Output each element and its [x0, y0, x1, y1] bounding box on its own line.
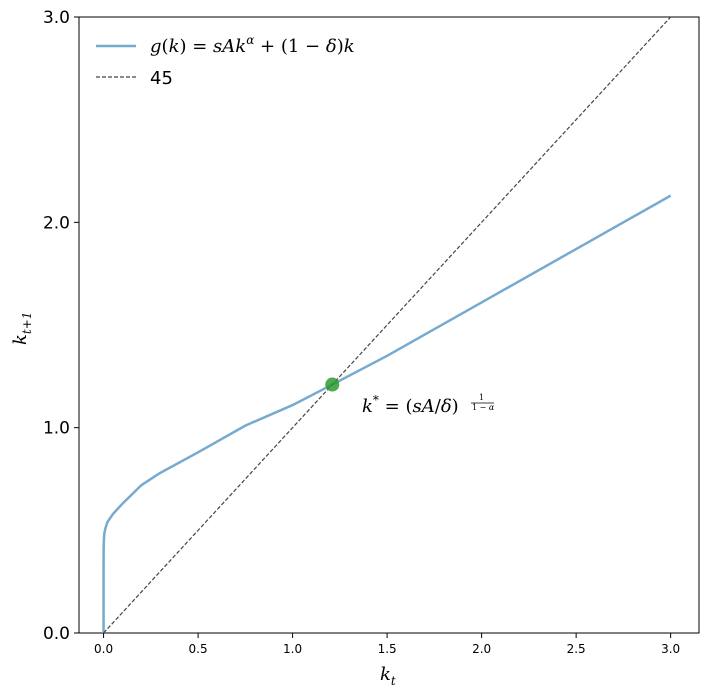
ticks-layer: 0.0 0.5 1.0 1.5 2.0 2.5 3.0 0.0 1.0 2.0 3.0	[43, 8, 680, 656]
steady-state-point	[325, 377, 340, 392]
y-axis-label: kt+1	[10, 312, 34, 345]
x-tick-label-5: 2.5	[567, 642, 586, 656]
legend: g(k) = sAkα + (1 − δ)k 45	[96, 33, 355, 89]
legend-label-g: g(k) = sAkα + (1 − δ)k	[150, 33, 355, 57]
y-tick-label-3: 3.0	[43, 8, 70, 28]
plot-area	[78, 16, 700, 634]
g-k-curve	[102, 194, 672, 634]
x-axis-label: kt	[380, 664, 396, 688]
x-tick-label-1: 0.5	[189, 642, 208, 656]
y-tick-label-2: 2.0	[43, 213, 70, 233]
annotation-exp-num: 1	[479, 393, 484, 402]
steady-state-annotation: k* = (sA/δ) 1 1 − α	[362, 393, 495, 417]
y-tick-label-0: 0.0	[43, 624, 70, 644]
x-tick-label-2: 1.0	[283, 642, 302, 656]
series-layer	[102, 16, 672, 634]
x-tick-label-0: 0.0	[94, 642, 113, 656]
diagonal-45-line	[103, 16, 672, 634]
x-tick-label-4: 2.0	[472, 642, 491, 656]
x-tick-label-3: 1.5	[378, 642, 397, 656]
y-tick-label-1: 1.0	[43, 419, 70, 439]
annotation-main: k* = (sA/δ)	[362, 393, 459, 417]
x-tick-label-6: 3.0	[661, 642, 680, 656]
annotation-exp-den: 1 − α	[472, 403, 495, 412]
marker-layer	[325, 377, 340, 392]
legend-label-45: 45	[150, 68, 173, 89]
